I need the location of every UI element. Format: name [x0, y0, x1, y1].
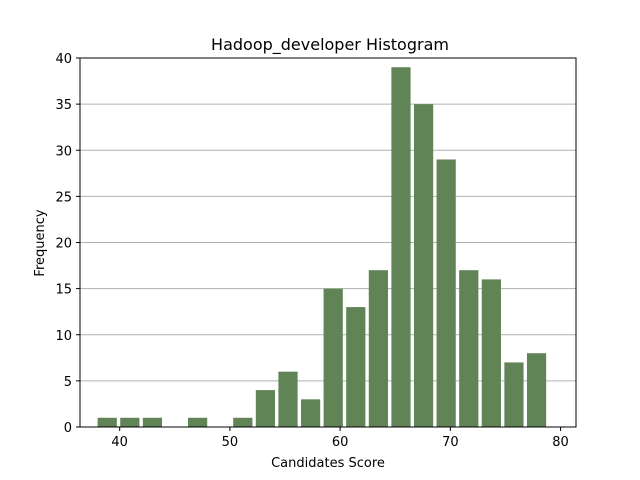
x-tick-label: 60: [332, 435, 349, 450]
histogram-bar: [459, 270, 479, 427]
x-tick-label: 50: [222, 435, 239, 450]
histogram-bar: [233, 417, 253, 427]
histogram-bar: [481, 279, 501, 427]
x-tick-label: 80: [552, 435, 569, 450]
x-tick-label: 70: [442, 435, 459, 450]
histogram-bar: [504, 362, 524, 427]
histogram-bar: [368, 270, 388, 427]
histogram-bar: [97, 417, 117, 427]
bars: [97, 67, 547, 427]
histogram-bar: [120, 417, 140, 427]
chart-title: Hadoop_developer Histogram: [211, 35, 449, 55]
y-tick-label: 25: [55, 190, 72, 205]
histogram-bar: [278, 371, 298, 427]
axis-ticks: 0 5 10 15 20 25 30 35 40 40 50 60 70 80: [55, 52, 568, 450]
y-tick-label: 10: [55, 329, 72, 344]
histogram-bar: [413, 104, 434, 427]
histogram-bar: [346, 307, 366, 427]
x-axis-label: Candidates Score: [271, 456, 385, 471]
y-tick-label: 15: [55, 283, 72, 298]
histogram-bar: [142, 417, 163, 427]
y-tick-label: 20: [55, 237, 72, 252]
y-tick-label: 35: [55, 98, 72, 113]
histogram-bar: [300, 399, 321, 427]
histogram-bar: [526, 353, 547, 427]
y-tick-label: 5: [64, 375, 72, 390]
y-axis-label: Frequency: [33, 209, 48, 276]
histogram-bar: [436, 159, 456, 427]
x-tick-label: 40: [111, 435, 128, 450]
y-tick-label: 0: [64, 421, 72, 436]
histogram-bar: [188, 417, 208, 427]
histogram-bar: [323, 288, 343, 427]
histogram-bar: [391, 67, 411, 427]
y-tick-label: 40: [55, 52, 72, 67]
histogram-bar: [255, 390, 276, 427]
y-tick-label: 30: [55, 144, 72, 159]
